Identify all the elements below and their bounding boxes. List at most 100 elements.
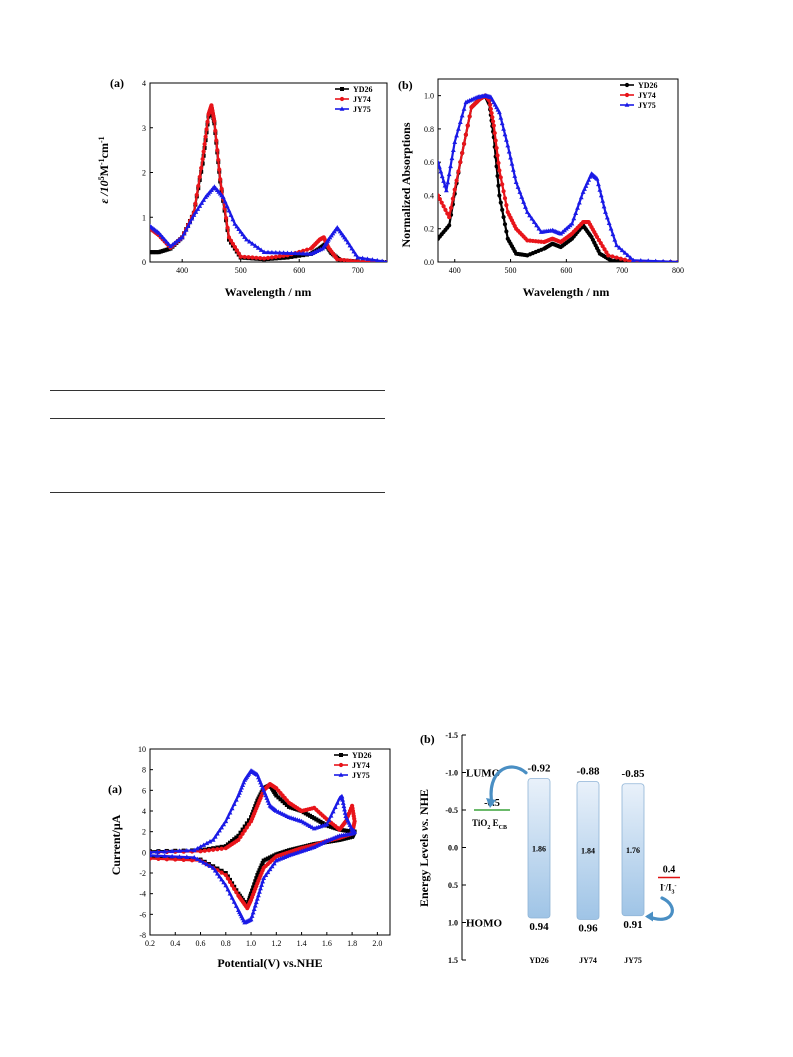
x-tick-label: 0.8: [221, 939, 231, 948]
y-tick-label: -4: [139, 890, 146, 899]
data-point-JY75: [330, 808, 336, 814]
lumo-label: LUMO: [466, 768, 501, 780]
data-point-YD26: [314, 817, 319, 822]
data-point-JY74: [439, 200, 444, 205]
y-axis-label-italic: vs.: [417, 818, 431, 831]
data-point-JY74: [232, 244, 237, 250]
data-point-JY75: [332, 804, 338, 810]
data-point-JY74: [193, 201, 198, 206]
y-tick-label: -1.0: [445, 769, 458, 778]
data-point-JY74: [488, 106, 493, 112]
data-point-JY75: [201, 197, 207, 202]
data-point-JY74: [606, 253, 611, 258]
category-label-JY75: JY75: [624, 956, 642, 965]
data-point-JY74: [234, 248, 239, 253]
data-point-JY74: [490, 115, 495, 120]
data-point-JY75: [326, 817, 332, 822]
plot-frame: [149, 748, 391, 936]
data-point-YD26: [263, 857, 268, 862]
x-tick-label: 600: [560, 266, 572, 275]
data-point-JY75: [638, 258, 643, 262]
data-point-JY75: [289, 250, 294, 255]
y-tick-label: 0: [142, 258, 146, 267]
data-point-JY74: [448, 205, 454, 211]
data-point-JY74: [197, 174, 202, 180]
data-point-JY75: [258, 247, 264, 252]
data-point-JY74: [246, 255, 251, 260]
data-point-JY75: [225, 814, 231, 819]
y-tick-label: 4: [142, 79, 146, 88]
data-point-JY75: [269, 863, 275, 869]
gap-value-YD26: 1.86: [532, 844, 546, 853]
data-point-JY74: [438, 196, 442, 202]
data-point-JY75: [191, 212, 197, 217]
data-point-JY74: [500, 182, 505, 187]
data-point-JY75: [614, 242, 620, 248]
data-point-JY75: [341, 803, 347, 809]
data-point-JY75: [449, 155, 455, 161]
x-tick-label: 1.0: [246, 939, 256, 948]
data-point-YD26: [280, 799, 285, 804]
data-point-JY74: [602, 247, 607, 252]
legend-marker-JY74: [338, 762, 344, 768]
data-point-JY74: [441, 204, 446, 209]
data-point-YD26: [289, 805, 294, 810]
data-point-YD26: [495, 173, 500, 179]
data-point-JY75: [576, 200, 582, 205]
tio2-label-part: 2: [487, 825, 490, 831]
data-point-JY75: [169, 848, 175, 854]
data-point-JY75: [221, 879, 227, 885]
energy-level-diagram-b: (b) -1.5 -1.0 -0.5 0.0 0.5 1.0 1.5 -0.92 0.94 1.8…: [417, 731, 680, 965]
data-point-JY75: [340, 797, 346, 802]
data-point-YD26: [291, 806, 296, 811]
data-point-JY75: [343, 237, 349, 242]
x-tick-label: 600: [293, 266, 305, 275]
data-point-JY74: [225, 225, 230, 230]
legend-label-JY75: JY75: [638, 101, 656, 110]
data-point-JY75: [586, 177, 592, 182]
data-point-JY74: [254, 255, 259, 260]
data-point-JY75: [259, 882, 264, 887]
data-point-JY75: [236, 792, 241, 798]
data-point-JY75: [340, 800, 346, 805]
data-point-JY74: [345, 258, 350, 262]
data-point-YD26: [249, 891, 254, 896]
tio2-label: TiO2 ECB: [472, 818, 507, 831]
data-point-YD26: [265, 856, 270, 861]
data-point-JY75: [508, 155, 513, 160]
data-point-JY75: [191, 847, 197, 853]
data-point-YD26: [308, 813, 312, 818]
data-point-JY74: [487, 102, 493, 107]
data-point-JY75: [214, 831, 220, 836]
data-point-JY74: [218, 177, 223, 182]
data-point-JY75: [534, 222, 540, 228]
data-point-JY75: [242, 234, 248, 239]
data-point-YD26: [286, 804, 291, 809]
data-point-JY75: [260, 879, 266, 884]
data-point-JY75: [300, 251, 306, 256]
data-point-YD26: [255, 873, 260, 878]
data-point-JY75: [158, 232, 164, 237]
data-point-JY74: [238, 254, 243, 259]
data-point-JY74: [596, 237, 602, 243]
data-point-JY75: [380, 258, 384, 262]
data-point-JY74: [200, 156, 205, 162]
data-point-JY75: [438, 159, 441, 164]
category-label-YD26: YD26: [529, 956, 549, 965]
data-point-JY74: [622, 257, 628, 262]
data-point-JY74: [360, 259, 365, 262]
y-axis-label: Energy Levels vs. NHE: [417, 789, 431, 907]
data-point-JY75: [227, 891, 233, 896]
data-point-JY74: [456, 169, 461, 174]
data-point-JY74: [213, 128, 218, 133]
gap-value-JY75: 1.76: [626, 846, 640, 855]
data-point-JY75: [177, 848, 182, 853]
data-point-JY75: [385, 259, 387, 262]
data-point-JY75: [181, 231, 187, 236]
data-point-YD26: [608, 258, 614, 262]
data-point-JY74: [219, 846, 224, 851]
data-point-JY75: [252, 243, 258, 248]
x-tick-label: 700: [352, 266, 364, 275]
x-tick-label: 400: [176, 266, 188, 275]
data-point-YD26: [268, 855, 272, 860]
